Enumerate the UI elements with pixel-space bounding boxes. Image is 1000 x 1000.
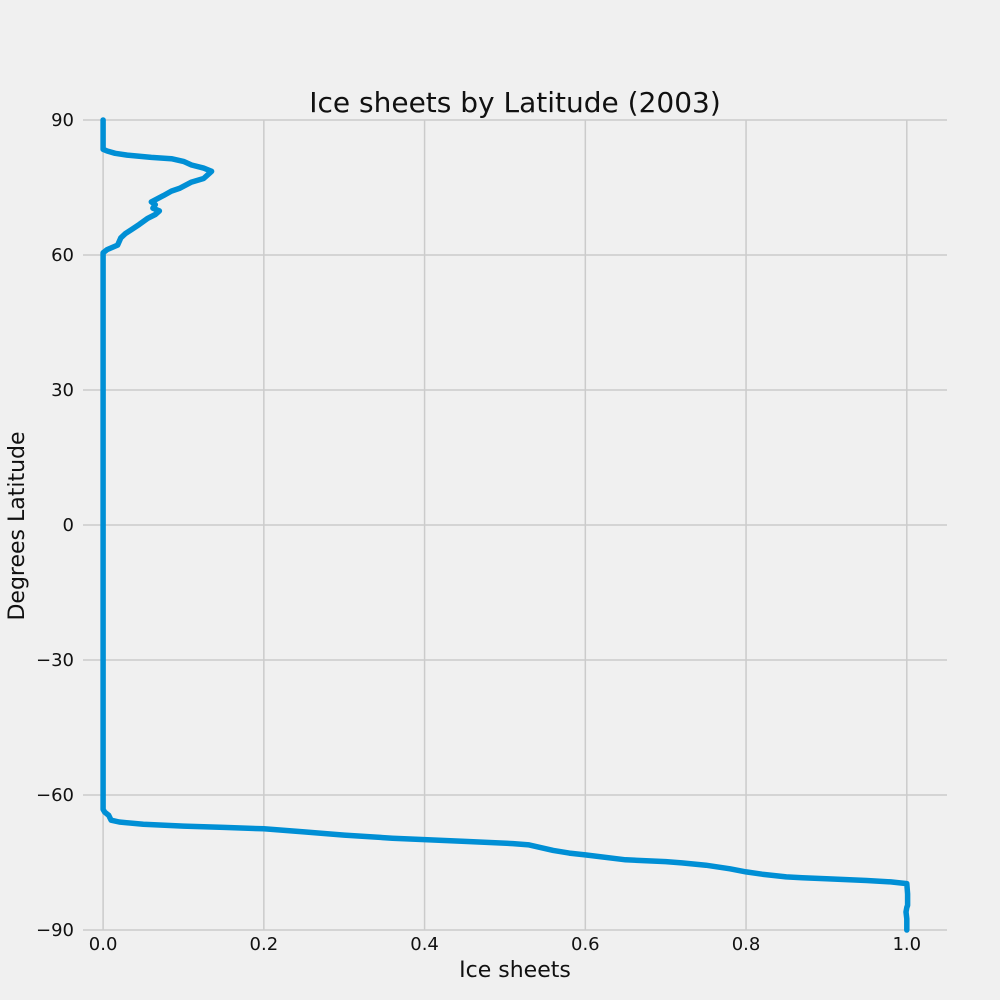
y-tick-label: −30 <box>36 650 74 671</box>
y-tick-label: 0 <box>63 515 74 536</box>
y-tick-label: −60 <box>36 785 74 806</box>
x-tick-label: 0.2 <box>250 934 279 955</box>
tick-labels: 0.0 0.2 0.4 0.6 0.8 1.0 −90 −60 −30 0 30 60 90 <box>36 110 921 955</box>
y-tick-label: −90 <box>36 920 74 941</box>
chart-title: Ice sheets by Latitude (2003) <box>309 86 721 119</box>
x-tick-label: 0.6 <box>571 934 600 955</box>
x-axis-title: Ice sheets <box>459 958 571 983</box>
y-axis-title: Degrees Latitude <box>5 431 30 620</box>
x-tick-label: 0.0 <box>89 934 118 955</box>
y-tick-label: 30 <box>51 380 74 401</box>
grid <box>83 119 947 931</box>
x-tick-label: 0.4 <box>410 934 439 955</box>
x-tick-label: 1.0 <box>892 934 921 955</box>
y-tick-label: 90 <box>51 110 74 131</box>
x-tick-label: 0.8 <box>732 934 761 955</box>
series-line <box>100 117 911 933</box>
y-tick-label: 60 <box>51 245 74 266</box>
